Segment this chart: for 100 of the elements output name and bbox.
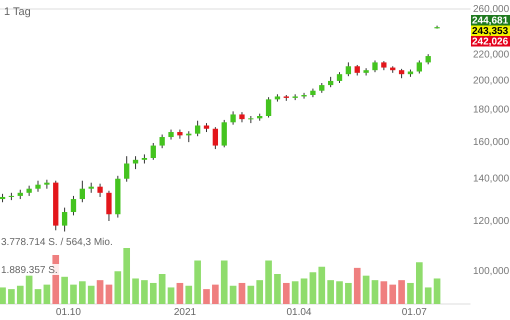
candlestick [177, 129, 183, 140]
bar [238, 282, 246, 304]
bar [274, 274, 281, 304]
bar [8, 289, 15, 304]
candlestick [88, 182, 94, 194]
candlestick [194, 120, 200, 137]
text: 242,026 [472, 36, 509, 48]
candlestick [150, 142, 156, 160]
y-tick-label: 100,000 [473, 266, 510, 277]
candlestick [26, 185, 32, 196]
y-tick-label: 200,000 [473, 76, 510, 87]
candlestick [398, 68, 404, 79]
bar [292, 281, 299, 304]
bar [141, 280, 148, 304]
bar [44, 284, 50, 304]
bar [123, 248, 130, 304]
bar [380, 281, 388, 304]
x-tick-label: 01.07 [402, 306, 428, 318]
bar [0, 287, 6, 304]
bar [407, 282, 414, 304]
chart-subtitle: 1 Tag [4, 6, 31, 18]
y-tick-label: 220,000 [473, 50, 510, 61]
bar [132, 278, 139, 304]
x-tick-label: 2021 [174, 306, 197, 318]
bar [354, 268, 361, 304]
bar [106, 284, 112, 304]
candlestick [168, 129, 174, 140]
candlestick [319, 82, 324, 94]
bar [416, 262, 423, 304]
y-tick-label: 260,000 [473, 4, 510, 15]
candlestick [124, 156, 130, 182]
bar [256, 280, 264, 304]
candlestick [212, 126, 218, 150]
annotation: 3.778.714 S. / 564,3 Mio. [1, 236, 113, 248]
bar [300, 278, 308, 304]
bar [168, 287, 174, 304]
bar [70, 284, 77, 304]
bar [398, 280, 405, 304]
bar [372, 280, 378, 304]
bar [424, 287, 432, 304]
bar [212, 284, 219, 304]
candlestick [62, 207, 68, 232]
candlestick [142, 154, 148, 164]
bar [362, 276, 370, 304]
candlestick [266, 96, 272, 118]
bar [345, 282, 352, 304]
bar [434, 278, 440, 304]
bar [185, 286, 192, 304]
bar [114, 271, 122, 304]
candlestick [239, 112, 245, 123]
candlestick [230, 110, 236, 126]
candlestick [416, 60, 422, 74]
bar [79, 281, 86, 304]
bar [150, 282, 157, 304]
candlestick [426, 54, 431, 65]
candlestick [186, 130, 192, 143]
candlestick [381, 60, 387, 71]
bar [318, 266, 326, 304]
bar [194, 260, 201, 304]
y-tick-label: 120,000 [473, 216, 510, 227]
candlestick [336, 72, 342, 84]
bar [88, 286, 95, 304]
bar [158, 274, 166, 304]
bar [248, 286, 254, 304]
candlestick [132, 156, 138, 170]
bar [327, 280, 334, 304]
bar [230, 286, 236, 304]
candlestick [70, 195, 76, 216]
bar [26, 276, 32, 304]
x-tick-label: 01.10 [56, 306, 82, 318]
bar [61, 276, 68, 304]
candlestick [80, 180, 86, 203]
bar [220, 260, 228, 304]
text: 244,681 [472, 15, 509, 26]
annotation: 1.889.357 S. [1, 264, 58, 276]
bar [336, 281, 343, 304]
bar [96, 280, 104, 304]
candlestick [159, 134, 165, 149]
x-tick-label: 01.04 [286, 306, 312, 318]
bar [265, 260, 272, 304]
candlestick [346, 62, 352, 77]
y-tick-label: 180,000 [473, 104, 510, 116]
candlestick [18, 189, 23, 200]
bar [34, 289, 42, 304]
candlestick [372, 60, 378, 73]
candlestick [35, 180, 41, 192]
bar [16, 286, 24, 304]
candlestick [354, 64, 360, 76]
text: 243,353 [472, 26, 509, 37]
bar [389, 284, 396, 304]
candlestick [97, 183, 103, 198]
bar [282, 282, 290, 304]
candlestick [222, 119, 227, 148]
bar [310, 272, 316, 304]
y-tick-label: 160,000 [473, 136, 510, 148]
candlestick [328, 76, 334, 88]
bar [203, 289, 210, 304]
candlestick [106, 190, 112, 222]
bar [176, 282, 184, 304]
y-tick-label: 140,000 [473, 173, 510, 184]
